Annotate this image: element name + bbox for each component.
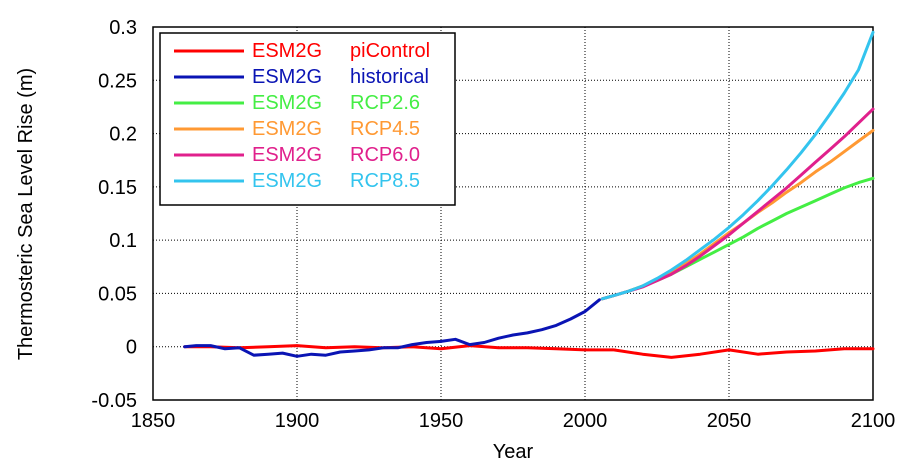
y-tick-label: 0.2: [109, 124, 137, 146]
legend-model-label: ESM2G: [252, 170, 322, 192]
series-line-rcp4-5: [600, 128, 875, 301]
legend-model-label: ESM2G: [252, 66, 322, 88]
series-lines: [183, 30, 875, 359]
series-line-rcp2-6: [600, 176, 875, 301]
x-tick-label: 1950: [419, 410, 464, 432]
x-tick-label: 1850: [131, 410, 176, 432]
series-line-picontrol: [183, 344, 875, 359]
x-tick-label: 2100: [851, 410, 896, 432]
x-tick-label: 2050: [707, 410, 752, 432]
legend-scenario-label: RCP6.0: [350, 144, 420, 166]
legend-scenario-label: historical: [350, 66, 429, 88]
legend-scenario-label: RCP8.5: [350, 170, 420, 192]
series-line-historical: [183, 298, 601, 358]
y-tick-label: 0.15: [98, 177, 137, 199]
legend-model-label: ESM2G: [252, 40, 322, 62]
plot-frame: [152, 26, 874, 401]
y-tick-label: 0.3: [109, 17, 137, 39]
y-tick-label: -0.05: [91, 390, 137, 412]
x-axis-label: Year: [493, 441, 534, 463]
legend-scenario-label: RCP2.6: [350, 92, 420, 114]
y-tick-label: 0.1: [109, 230, 137, 252]
legend-scenario-label: piControl: [350, 40, 430, 62]
series-line-rcp8-5: [600, 30, 875, 301]
x-axis: 1850 1900 1950 2000 2050 2100: [131, 410, 896, 432]
legend-model-label: ESM2G: [252, 92, 322, 114]
y-tick-label: 0.05: [98, 283, 137, 305]
legend-scenario-label: RCP4.5: [350, 118, 420, 140]
x-tick-label: 2000: [563, 410, 608, 432]
legend-box: [159, 32, 456, 206]
y-axis: -0.05 0 0.05 0.1 0.15 0.2 0.25 0.3: [91, 17, 137, 412]
legend: ESM2G piControl ESM2G historical ESM2G RCP2.6…: [159, 32, 456, 206]
legend-model-label: ESM2G: [252, 118, 322, 140]
legend-model-label: ESM2G: [252, 144, 322, 166]
y-axis-label: Thermosteric Sea Level Rise (m): [15, 68, 37, 360]
y-tick-label: 0.25: [98, 70, 137, 92]
x-tick-label: 1900: [275, 410, 320, 432]
y-tick-label: 0: [126, 337, 137, 359]
series-line-rcp6-0: [600, 107, 875, 301]
